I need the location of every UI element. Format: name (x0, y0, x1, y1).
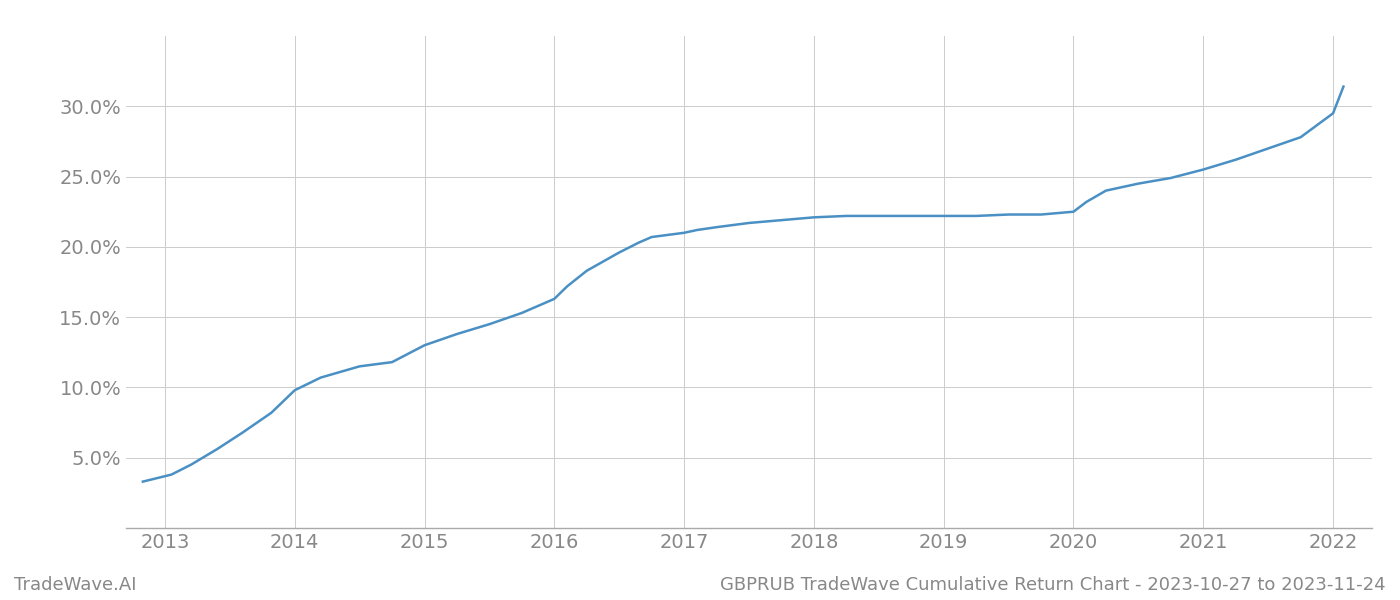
Text: GBPRUB TradeWave Cumulative Return Chart - 2023-10-27 to 2023-11-24: GBPRUB TradeWave Cumulative Return Chart… (721, 576, 1386, 594)
Text: TradeWave.AI: TradeWave.AI (14, 576, 137, 594)
